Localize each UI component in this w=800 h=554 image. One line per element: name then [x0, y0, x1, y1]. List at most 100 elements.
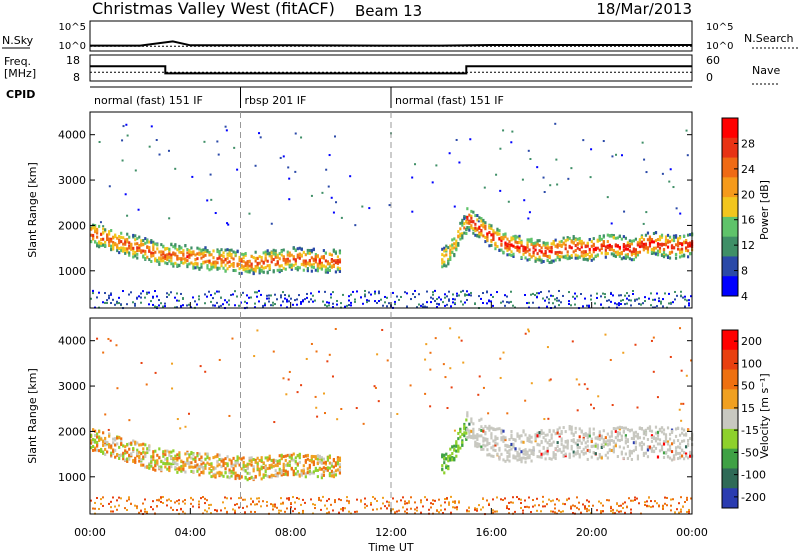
power-pixel	[630, 304, 632, 307]
velocity-pixel	[182, 500, 184, 503]
velocity-pixel	[226, 463, 229, 467]
velocity-pixel	[538, 504, 540, 507]
velocity-pixel	[308, 458, 311, 462]
power-pixel	[90, 227, 93, 231]
power-pixel	[108, 230, 111, 234]
velocity-pixel	[244, 464, 247, 468]
velocity-pixel	[338, 465, 342, 469]
velocity-pixel	[463, 434, 466, 438]
power-pixel	[252, 267, 255, 271]
velocity-pixel	[94, 501, 96, 504]
power-pixel	[292, 263, 295, 267]
velocity-pixel	[324, 468, 327, 472]
power-pixel	[556, 255, 559, 259]
velocity-pixel	[320, 473, 323, 477]
power-pixel	[212, 256, 215, 260]
power-pixel	[168, 247, 171, 251]
velocity-pixel	[124, 449, 127, 453]
power-pixel	[443, 249, 446, 253]
velocity-pixel	[126, 442, 129, 446]
power-pixel	[630, 258, 633, 262]
power-pixel	[256, 266, 259, 270]
power-pixel	[558, 250, 561, 254]
power-pixel	[556, 245, 559, 249]
power-pixel	[536, 296, 538, 299]
power-pixel	[254, 164, 257, 167]
power-pixel	[318, 257, 321, 261]
power-pixel	[690, 295, 692, 298]
velocity-pixel	[338, 468, 342, 472]
power-pixel	[534, 244, 537, 248]
velocity-pixel	[214, 474, 217, 478]
velocity-pixel	[474, 443, 477, 447]
power-pixel	[476, 214, 479, 218]
velocity-pixel	[190, 502, 192, 505]
power-pixel	[164, 302, 166, 305]
velocity-pixel	[630, 436, 633, 440]
power-pixel	[370, 293, 372, 296]
power-colorbar-swatch	[722, 256, 738, 277]
velocity-pixel	[578, 453, 581, 457]
power-pixel	[296, 247, 299, 251]
power-pixel	[292, 257, 295, 261]
velocity-pixel	[252, 469, 255, 473]
velocity-pixel	[92, 438, 95, 442]
power-pixel	[658, 235, 662, 239]
velocity-pixel	[604, 436, 607, 440]
power-pixel	[623, 210, 626, 213]
velocity-pixel	[322, 470, 325, 474]
velocity-pixel	[457, 444, 460, 448]
velocity-pixel	[676, 508, 678, 511]
velocity-pixel	[322, 461, 325, 465]
power-pixel	[162, 244, 165, 248]
power-pixel	[288, 198, 291, 201]
power-pixel	[658, 242, 662, 246]
power-pixel	[166, 255, 169, 259]
velocity-pixel	[688, 510, 690, 513]
velocity-pixel	[190, 465, 193, 469]
velocity-pixel	[578, 427, 581, 431]
velocity-pixel	[196, 467, 199, 471]
power-pixel	[630, 250, 633, 254]
power-pixel	[260, 265, 263, 269]
power-pixel	[546, 244, 549, 248]
velocity-pixel	[266, 501, 268, 504]
velocity-pixel	[646, 445, 650, 449]
power-pixel	[426, 306, 428, 309]
velocity-pixel	[216, 471, 219, 475]
power-pixel	[532, 292, 534, 295]
velocity-pixel	[686, 439, 690, 443]
power-pixel	[660, 302, 662, 305]
velocity-pixel	[364, 503, 366, 506]
power-pixel	[506, 248, 509, 252]
power-pixel	[142, 249, 145, 253]
velocity-pixel	[284, 463, 287, 467]
noise-right-label: N.Search	[744, 32, 794, 45]
power-pixel	[522, 252, 525, 256]
velocity-pixel	[148, 466, 151, 470]
power-pixel	[434, 289, 436, 292]
power-pixel	[308, 300, 310, 303]
power-pixel	[262, 270, 265, 274]
velocity-pixel	[336, 460, 340, 464]
power-pixel	[334, 259, 338, 263]
power-pixel	[220, 253, 223, 257]
velocity-pixel	[474, 441, 477, 445]
power-pixel	[318, 290, 320, 293]
velocity-pixel	[496, 442, 499, 446]
power-pixel	[527, 217, 530, 220]
power-pixel	[558, 243, 561, 247]
velocity-pixel	[152, 508, 154, 511]
power-pixel	[138, 295, 140, 298]
power-pixel	[120, 231, 123, 235]
velocity-pixel	[602, 445, 605, 449]
velocity-pixel	[492, 444, 495, 448]
power-pixel	[466, 217, 469, 221]
power-pixel	[602, 240, 605, 244]
velocity-pixel	[305, 357, 308, 360]
velocity-pixel	[144, 443, 147, 447]
velocity-pixel	[624, 501, 626, 504]
power-pixel	[210, 267, 213, 271]
velocity-pixel	[550, 436, 553, 440]
power-pixel	[538, 249, 541, 253]
